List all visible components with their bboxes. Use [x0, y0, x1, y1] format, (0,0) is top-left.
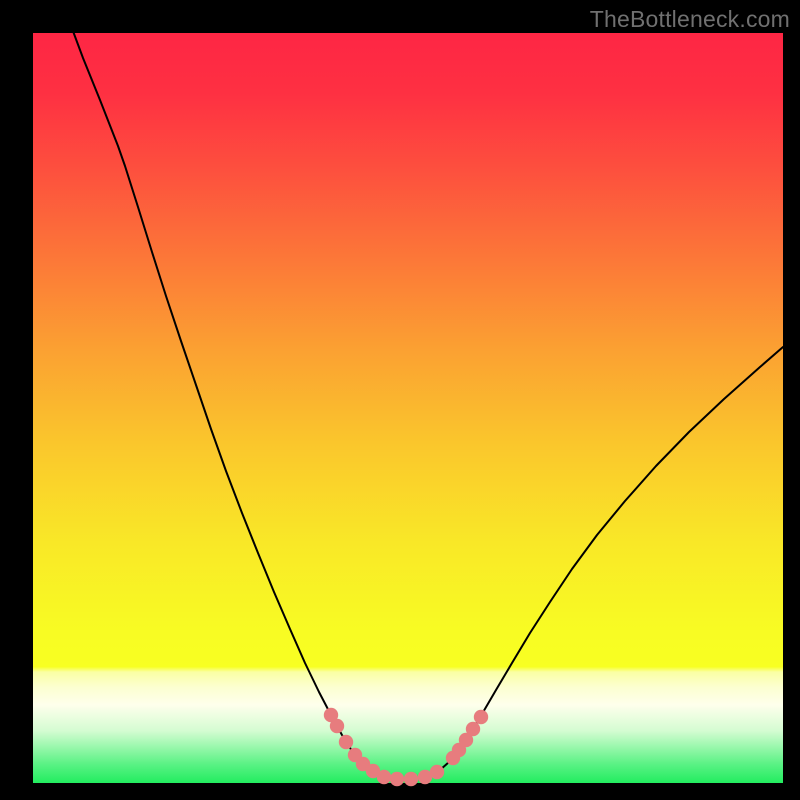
highlight-dot [390, 772, 404, 786]
highlight-dot [404, 772, 418, 786]
highlight-dot [339, 735, 353, 749]
highlight-dots [324, 708, 488, 786]
highlight-dot [466, 722, 480, 736]
chart-svg [0, 0, 800, 800]
watermark-text: TheBottleneck.com [590, 6, 790, 33]
highlight-dot [330, 719, 344, 733]
bottleneck-curve [67, 15, 783, 779]
highlight-dot [430, 765, 444, 779]
highlight-dot [474, 710, 488, 724]
highlight-dot [377, 770, 391, 784]
